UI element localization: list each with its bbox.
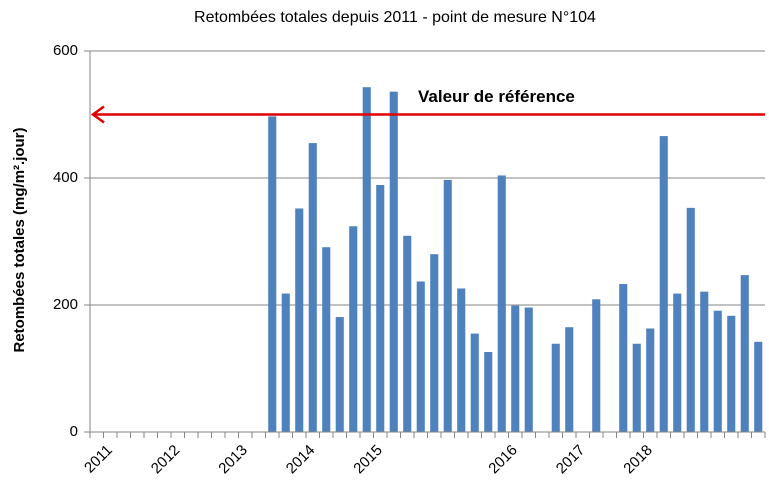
bar [524, 307, 533, 432]
bar [754, 341, 763, 432]
bar [740, 275, 749, 432]
bar [295, 208, 304, 432]
bar [646, 328, 655, 432]
bar [443, 179, 452, 432]
bar [659, 136, 668, 432]
x-tick-label: 2012 [148, 442, 184, 478]
y-axis-label: Retombées totales (mg/m².jour) [11, 127, 28, 352]
bar [322, 247, 331, 432]
bar [335, 317, 344, 432]
bar [470, 333, 479, 432]
bar [686, 207, 695, 432]
bar [430, 254, 439, 432]
bar [362, 87, 371, 432]
bar [349, 226, 358, 432]
x-tick-label: 2011 [81, 442, 116, 477]
x-tick-label: 2017 [553, 442, 589, 478]
bar [484, 351, 493, 432]
bar [403, 235, 412, 432]
bar [673, 293, 682, 432]
bar [551, 343, 560, 432]
bar [727, 315, 736, 432]
bar [592, 299, 601, 432]
chart-title: Retombées totales depuis 2011 - point de… [194, 9, 596, 26]
bar [511, 305, 520, 432]
bar [619, 284, 628, 432]
bar [268, 116, 277, 432]
bar [416, 281, 425, 432]
bar [308, 143, 317, 432]
x-tick-label: 2018 [620, 442, 656, 478]
bar [389, 91, 398, 432]
x-tick-label: 2014 [283, 442, 319, 478]
x-tick-label: 2015 [350, 442, 386, 478]
bar [632, 343, 641, 432]
x-tick-label: 2013 [215, 442, 251, 478]
reference-arrow [90, 105, 105, 124]
reference-label: Valeur de référence [418, 87, 575, 106]
y-tick-label: 600 [53, 42, 78, 59]
y-tick-label: 200 [53, 296, 78, 313]
bar [700, 291, 709, 432]
x-tick-label: 2016 [485, 442, 521, 478]
y-tick-label: 0 [70, 423, 78, 440]
bar [376, 184, 385, 432]
bar [497, 175, 506, 432]
bar [457, 288, 466, 432]
bar [565, 327, 574, 432]
bar [713, 310, 722, 432]
y-tick-label: 400 [53, 169, 78, 186]
bar [281, 293, 290, 432]
